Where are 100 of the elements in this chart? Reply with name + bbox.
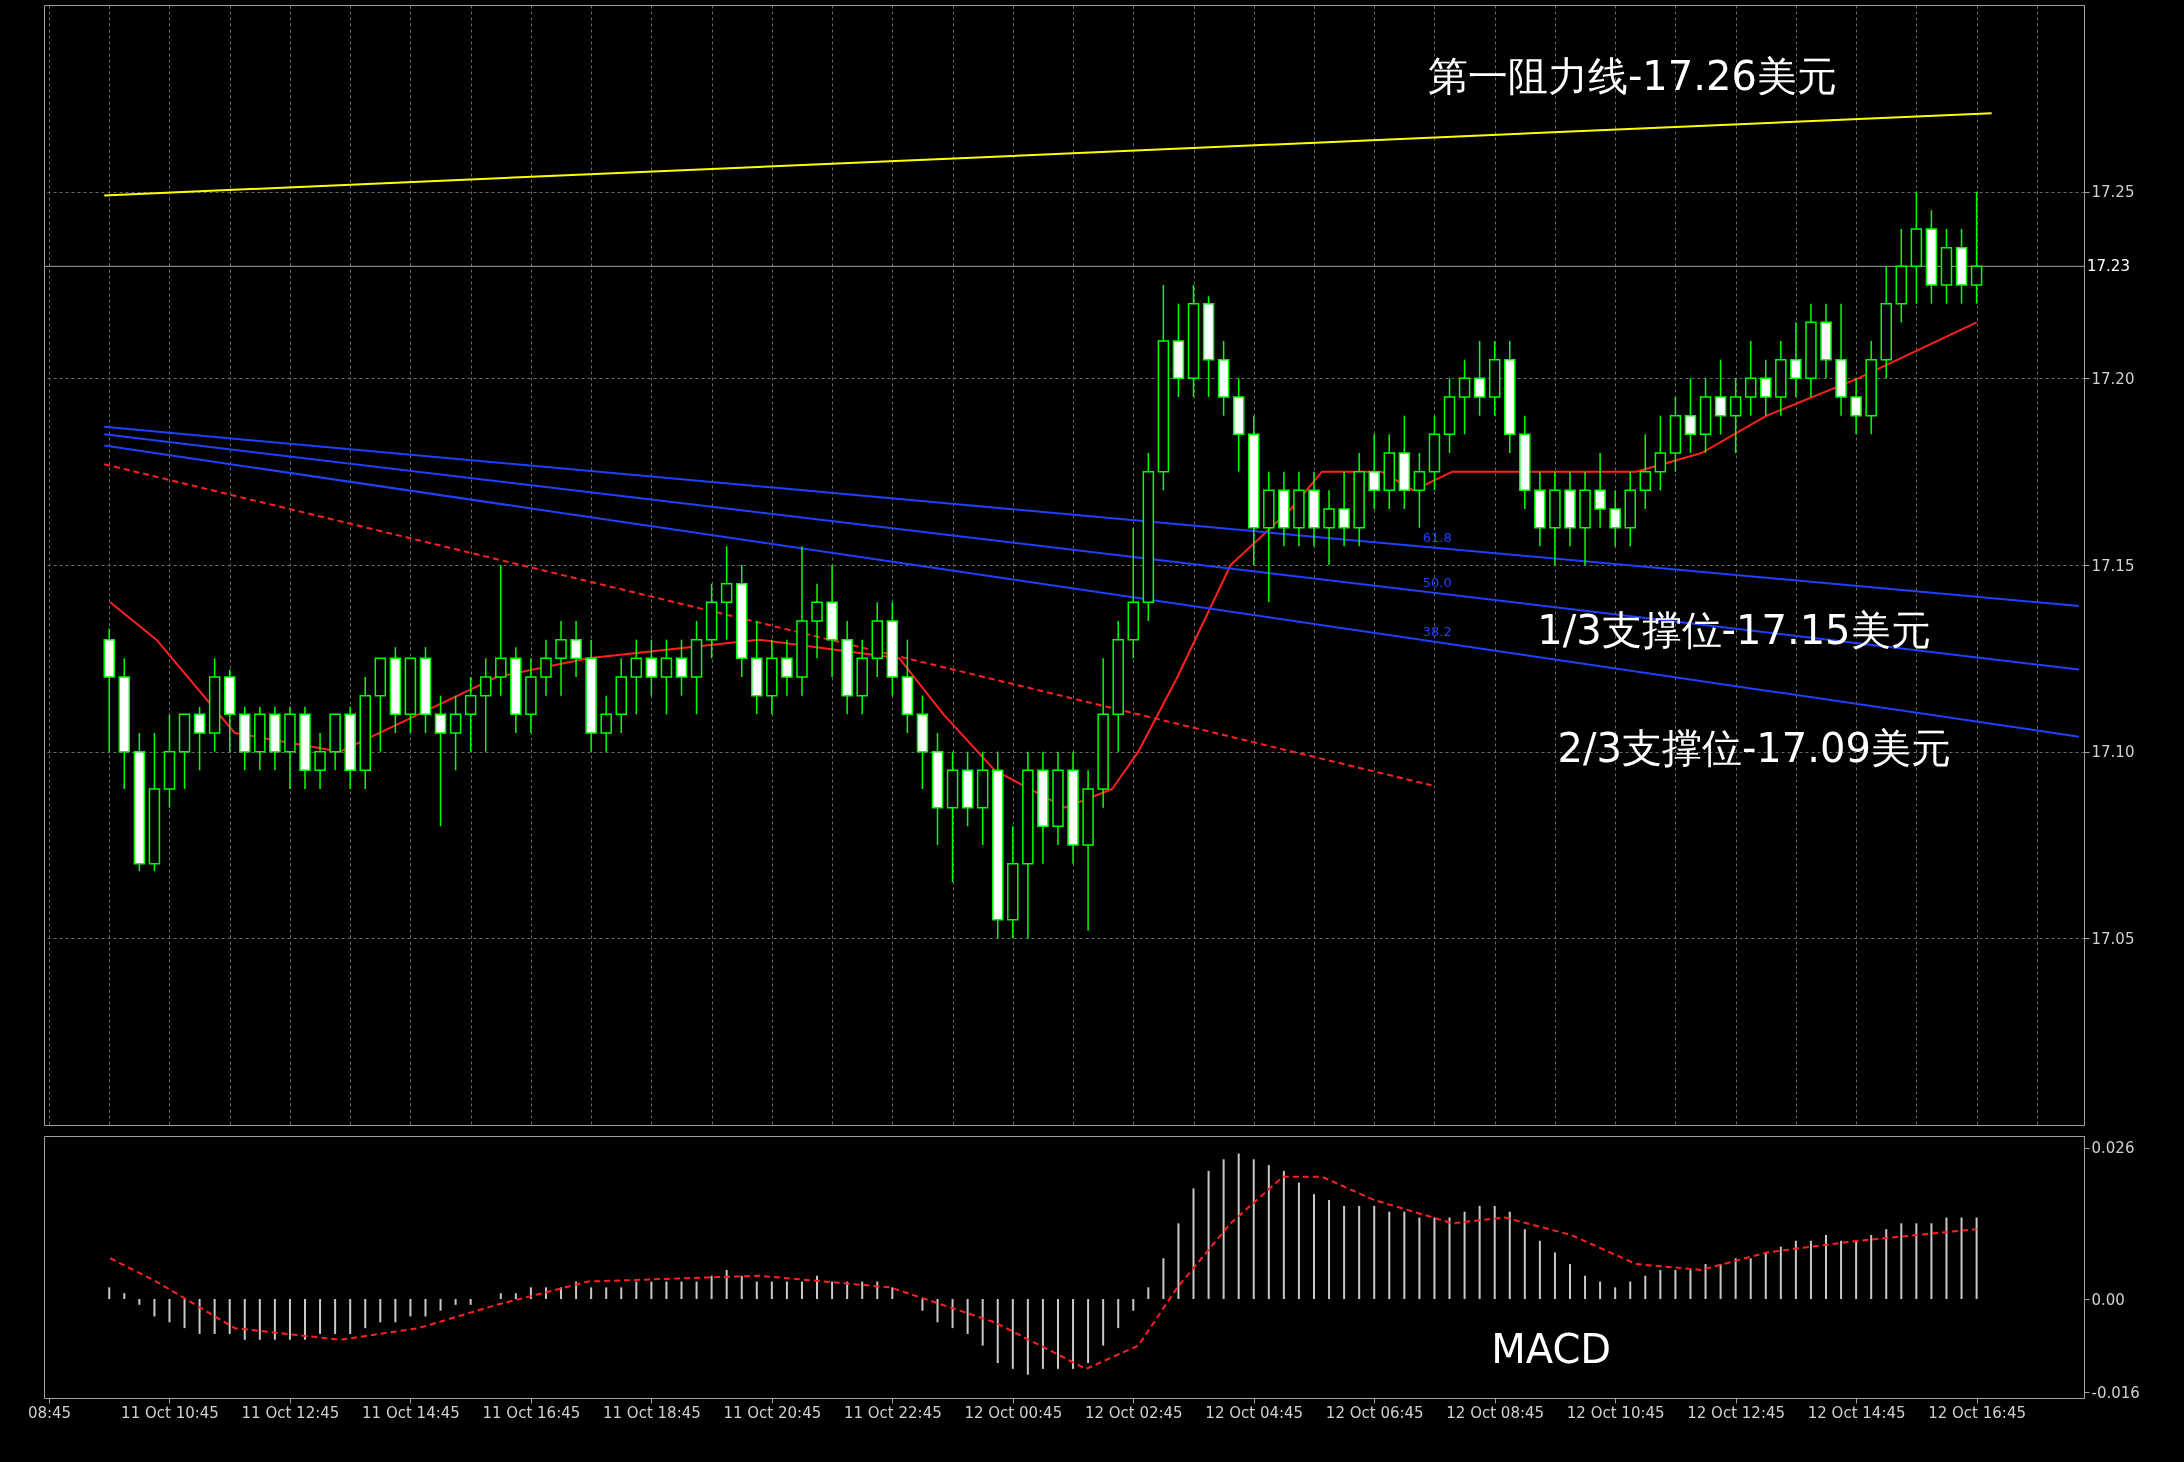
bar — [1915, 1223, 1918, 1300]
bar — [123, 1293, 126, 1300]
candlestick — [1760, 358, 1772, 417]
candlestick — [1744, 340, 1757, 417]
bar — [424, 1299, 427, 1317]
bar — [725, 1269, 728, 1300]
bar — [1659, 1269, 1662, 1300]
bar — [1584, 1275, 1587, 1300]
bar — [620, 1287, 623, 1300]
bar — [304, 1299, 307, 1340]
bar — [710, 1275, 713, 1300]
bar — [891, 1287, 894, 1300]
candlestick — [645, 638, 658, 697]
bar — [1162, 1258, 1165, 1300]
y-tick-label: 17.10 — [2091, 743, 2135, 762]
x-tick-label: 11 Oct 16:45 — [482, 1403, 581, 1422]
y-tick-label: 0.026 — [2091, 1139, 2135, 1158]
bar — [680, 1281, 683, 1300]
bar — [831, 1281, 834, 1300]
bar — [650, 1281, 653, 1300]
bar — [1388, 1211, 1391, 1300]
candlestick — [540, 638, 552, 697]
bar — [334, 1299, 337, 1334]
candlestick — [1473, 340, 1486, 417]
bar — [1373, 1205, 1376, 1300]
candlestick — [1729, 377, 1742, 454]
bar — [168, 1299, 171, 1323]
bar — [1779, 1246, 1782, 1300]
bar — [153, 1299, 156, 1317]
bar — [1945, 1217, 1948, 1300]
bar — [1297, 1182, 1300, 1300]
y-tick-label: 0.00 — [2091, 1290, 2125, 1309]
bar — [1433, 1217, 1436, 1300]
x-tick-label: 11 Oct 10:45 — [121, 1403, 219, 1422]
bar — [1222, 1159, 1225, 1300]
candlestick — [675, 638, 688, 697]
x-tick-label: 12 Oct 14:45 — [1807, 1403, 1906, 1422]
candlestick — [1609, 489, 1621, 548]
bar — [590, 1287, 593, 1300]
candlestick — [720, 545, 733, 641]
candlestick — [1594, 452, 1606, 529]
x-tick-label: 11 Oct 18:45 — [602, 1403, 701, 1422]
bar — [138, 1299, 141, 1305]
bar — [1704, 1264, 1707, 1300]
bar — [228, 1299, 231, 1334]
bar — [1192, 1188, 1195, 1300]
bar — [861, 1281, 864, 1300]
candlestick — [449, 694, 462, 772]
candlestick — [495, 564, 507, 697]
bar — [1930, 1223, 1933, 1300]
bar — [273, 1299, 276, 1340]
bar — [349, 1299, 352, 1334]
bar — [1237, 1153, 1240, 1300]
annotation: 第一阻力线-17.26美元 — [1427, 52, 1837, 99]
bar — [1343, 1205, 1346, 1300]
candlestick — [1850, 377, 1862, 436]
bar — [1508, 1211, 1511, 1300]
bar — [1568, 1264, 1571, 1300]
bar — [1463, 1211, 1466, 1300]
bar — [695, 1281, 698, 1300]
bar — [1629, 1281, 1632, 1300]
bar — [1072, 1299, 1075, 1369]
bar — [454, 1299, 457, 1305]
candlestick — [570, 620, 582, 678]
candlestick — [555, 620, 567, 697]
bar — [1734, 1258, 1737, 1300]
bar — [1358, 1205, 1361, 1300]
bar — [1599, 1281, 1602, 1300]
y-tick-label: 17.05 — [2091, 929, 2135, 948]
bar — [1809, 1240, 1812, 1300]
candlestick — [781, 638, 793, 697]
bar — [1312, 1194, 1315, 1300]
bar — [1026, 1299, 1029, 1375]
bar — [1132, 1299, 1135, 1311]
bar — [439, 1299, 442, 1311]
bar — [1147, 1287, 1150, 1300]
bar — [1855, 1240, 1858, 1300]
bar — [1885, 1229, 1888, 1300]
candlestick — [1458, 358, 1471, 436]
bar — [1102, 1299, 1105, 1346]
x-tick-label: 12 Oct 04:45 — [1205, 1403, 1304, 1422]
x-tick-label: 12 Oct 06:45 — [1325, 1403, 1424, 1422]
bar — [1087, 1299, 1090, 1364]
y-tick-label: 17.25 — [2091, 183, 2135, 202]
bar — [921, 1299, 924, 1311]
bar — [108, 1287, 111, 1300]
bar — [1764, 1252, 1767, 1300]
x-tick-label: 11 Oct 22:45 — [843, 1403, 942, 1422]
candlestick — [600, 694, 612, 753]
x-tick-label: 11 Oct 12:45 — [241, 1403, 340, 1422]
bar — [1794, 1240, 1797, 1300]
bar — [364, 1299, 367, 1329]
bar — [243, 1299, 246, 1340]
bar — [258, 1299, 261, 1340]
candlestick — [630, 638, 643, 716]
bar — [1553, 1252, 1556, 1300]
bar — [183, 1299, 186, 1329]
bar — [936, 1299, 939, 1323]
bar — [379, 1299, 382, 1323]
bar — [1674, 1269, 1677, 1300]
